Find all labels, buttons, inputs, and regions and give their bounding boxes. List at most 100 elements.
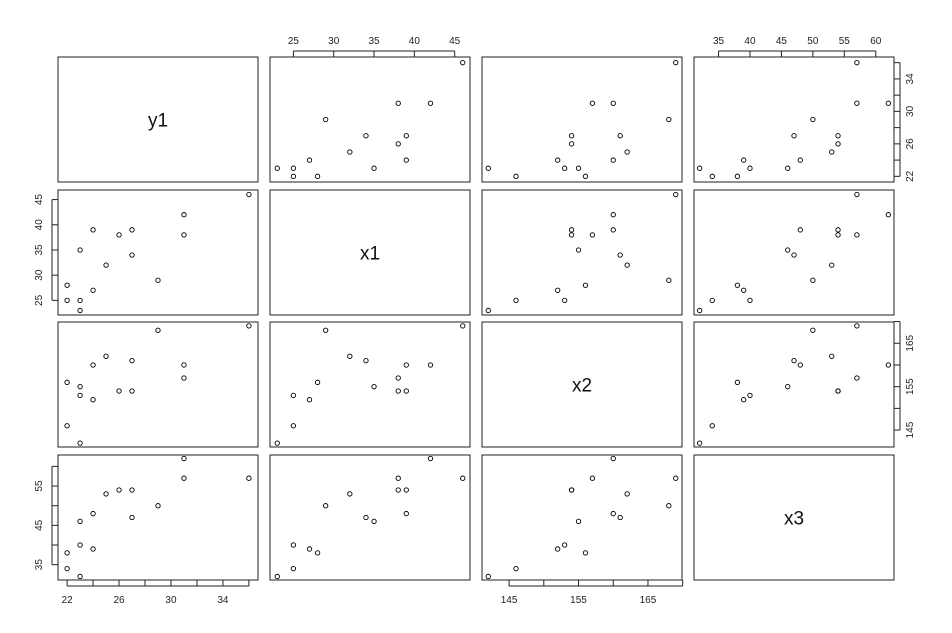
point-x3-x2-6: [610, 510, 616, 517]
point-x2-y1-12: [181, 375, 187, 381]
point-y1-x3-11: [810, 116, 816, 123]
point-x1-y1-7: [103, 262, 109, 268]
point-x2-y1-2: [77, 440, 83, 446]
point-x1-x2-8: [568, 232, 575, 238]
panel-y1-vs-x1: [269, 56, 471, 183]
point-x2-y1-11: [155, 327, 161, 333]
point-x3-y1-4: [77, 518, 83, 525]
point-x2-x1-2: [274, 440, 280, 446]
point-x3-x1-6: [403, 510, 409, 517]
point-x1-x3-4: [785, 247, 791, 253]
point-x3-x1-8: [395, 487, 401, 493]
tick-label-x3-45: 45: [34, 519, 45, 531]
point-y1-x1-5: [306, 157, 313, 163]
point-x1-x3-1: [734, 282, 741, 288]
point-x2-x3-5: [741, 397, 747, 403]
point-x2-x1-13: [427, 362, 434, 368]
point-x3-x1-4: [371, 518, 377, 525]
point-x3-x2-13: [610, 455, 616, 462]
tick-label-y1-22: 22: [62, 595, 74, 606]
tick-label-x3-40: 40: [744, 36, 756, 47]
point-x3-y1-6: [90, 510, 96, 517]
point-x2-y1-14: [246, 323, 252, 329]
tick-label-x3-35: 35: [34, 559, 45, 571]
point-x2-x3-0: [709, 423, 715, 429]
point-y1-x3-8: [835, 141, 841, 147]
diagonal-label-x2: x2: [572, 376, 592, 397]
point-x1-x2-5: [555, 287, 561, 293]
point-y1-x1-11: [322, 116, 329, 123]
tick-label-x1-30: 30: [34, 269, 45, 281]
tick-label-x2-165: 165: [640, 595, 657, 606]
point-x1-x3-8: [835, 232, 841, 238]
point-x3-x1-1: [314, 550, 321, 556]
point-x2-x1-8: [395, 388, 401, 394]
tick-label-x2-155: 155: [905, 378, 916, 395]
point-x3-x2-1: [582, 550, 589, 556]
point-y1-x1-3: [290, 165, 297, 171]
tick-label-y1-34: 34: [217, 595, 229, 606]
point-x3-y1-5: [90, 546, 96, 552]
point-x1-x2-3: [561, 297, 568, 304]
point-x2-y1-8: [116, 388, 122, 394]
panel-x1-vs-x1: x1: [269, 189, 471, 316]
point-x1-y1-4: [77, 247, 83, 253]
point-x2-y1-6: [90, 362, 96, 368]
point-x2-x1-6: [403, 362, 409, 368]
tick-label-x1-25: 25: [34, 294, 45, 306]
point-x3-x2-11: [666, 503, 672, 509]
point-x2-y1-3: [77, 392, 83, 398]
tick-label-x1-35: 35: [34, 244, 45, 256]
point-x2-x3-3: [747, 392, 753, 398]
axis-right-y1: 22 26 30 34: [894, 62, 916, 182]
point-x1-x2-2: [485, 307, 491, 314]
tick-label-x1-30: 30: [328, 36, 340, 47]
point-x1-x3-13: [885, 212, 891, 218]
point-x2-x3-9: [791, 357, 797, 364]
point-y1-x3-2: [697, 165, 703, 171]
point-x1-x3-2: [697, 307, 703, 314]
point-x1-y1-5: [90, 287, 96, 293]
point-x2-x1-1: [314, 379, 321, 385]
point-y1-x1-2: [274, 165, 280, 171]
panel-x2-vs-y1: [57, 321, 259, 448]
point-x1-y1-13: [181, 212, 187, 218]
panel-frame: [481, 454, 683, 581]
axis-top-x1: 25 30 35 40 45: [288, 36, 461, 57]
tick-label-y1-26: 26: [905, 138, 916, 150]
point-x3-y1-0: [64, 565, 70, 572]
point-x1-x3-9: [791, 252, 797, 258]
tick-label-x3-60: 60: [870, 36, 882, 47]
panel-frame: [269, 321, 471, 448]
point-x2-x3-4: [785, 384, 791, 390]
panel-x3-vs-x3: x3: [693, 454, 895, 581]
point-x3-x2-12: [589, 475, 596, 481]
point-y1-x1-13: [427, 100, 434, 106]
tick-label-x3-45: 45: [776, 36, 788, 47]
axis-right-x2: 145 155 165: [894, 321, 916, 438]
point-x3-x1-13: [427, 455, 434, 462]
panel-y1-vs-y1: y1: [57, 56, 259, 183]
point-y1-x3-3: [747, 165, 753, 171]
point-y1-x2-12: [589, 100, 596, 106]
tick-label-y1-22: 22: [905, 170, 916, 182]
point-y1-x2-0: [513, 173, 519, 179]
tick-label-x3-55: 55: [839, 36, 851, 47]
point-y1-x3-5: [741, 157, 747, 163]
point-x2-x1-11: [322, 327, 329, 333]
point-x2-x3-7: [829, 353, 835, 359]
point-x1-y1-10: [129, 227, 135, 233]
point-y1-x2-11: [666, 116, 672, 123]
point-x3-x2-14: [673, 475, 679, 481]
point-x3-x1-11: [322, 503, 329, 509]
point-x2-y1-13: [181, 362, 187, 368]
tick-label-x3-55: 55: [34, 480, 45, 492]
point-x1-y1-0: [64, 297, 70, 304]
point-x1-y1-6: [90, 227, 96, 233]
point-y1-x2-6: [610, 157, 616, 163]
point-y1-x3-4: [785, 165, 791, 171]
point-x3-y1-13: [181, 455, 187, 462]
point-x1-x2-7: [624, 262, 630, 268]
point-y1-x3-10: [835, 133, 841, 139]
